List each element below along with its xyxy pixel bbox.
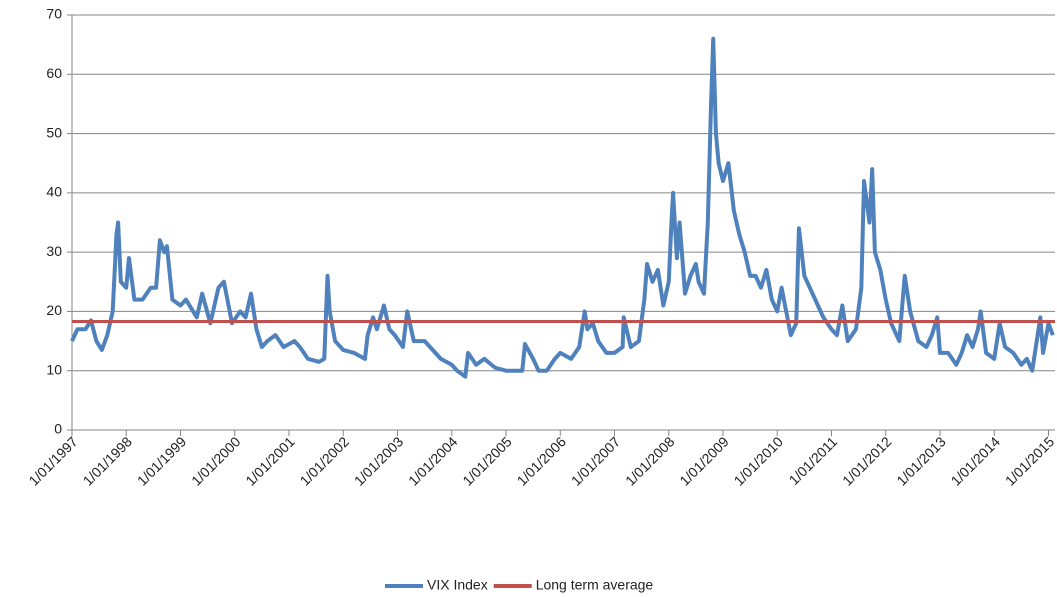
x-tick-label: 1/01/2006 bbox=[514, 433, 570, 489]
x-tick-label: 1/01/2002 bbox=[297, 433, 353, 489]
x-tick-label: 1/01/2013 bbox=[893, 433, 949, 489]
x-tick-label: 1/01/1997 bbox=[25, 433, 81, 489]
x-tick-label: 1/01/2008 bbox=[622, 433, 678, 489]
x-tick-label: 1/01/2011 bbox=[786, 433, 841, 488]
x-tick-label: 1/01/2000 bbox=[188, 433, 244, 489]
x-tick-label: 1/01/2010 bbox=[731, 433, 787, 489]
y-tick-label: 30 bbox=[46, 243, 62, 259]
legend-label: VIX Index bbox=[427, 577, 488, 593]
y-tick-label: 50 bbox=[46, 124, 62, 140]
y-tick-label: 0 bbox=[54, 421, 62, 437]
x-tick-label: 1/01/2005 bbox=[459, 433, 515, 489]
x-tick-label: 1/01/2001 bbox=[242, 433, 298, 489]
x-tick-label: 1/01/1998 bbox=[80, 433, 136, 489]
legend-label: Long term average bbox=[536, 577, 654, 593]
y-tick-label: 20 bbox=[46, 302, 62, 318]
x-tick-label: 1/01/2015 bbox=[1002, 433, 1057, 489]
x-tick-label: 1/01/2012 bbox=[839, 433, 895, 489]
y-tick-label: 70 bbox=[46, 6, 62, 22]
x-tick-label: 1/01/2007 bbox=[568, 433, 624, 489]
y-tick-label: 10 bbox=[46, 361, 62, 377]
y-tick-label: 60 bbox=[46, 65, 62, 81]
x-tick-label: 1/01/2014 bbox=[948, 433, 1004, 489]
x-tick-label: 1/01/2004 bbox=[405, 433, 461, 489]
x-tick-label: 1/01/2009 bbox=[676, 433, 732, 489]
y-tick-label: 40 bbox=[46, 184, 62, 200]
x-tick-label: 1/01/2003 bbox=[351, 433, 407, 489]
line bbox=[70, 36, 1055, 379]
x-tick-label: 1/01/1999 bbox=[134, 433, 190, 489]
